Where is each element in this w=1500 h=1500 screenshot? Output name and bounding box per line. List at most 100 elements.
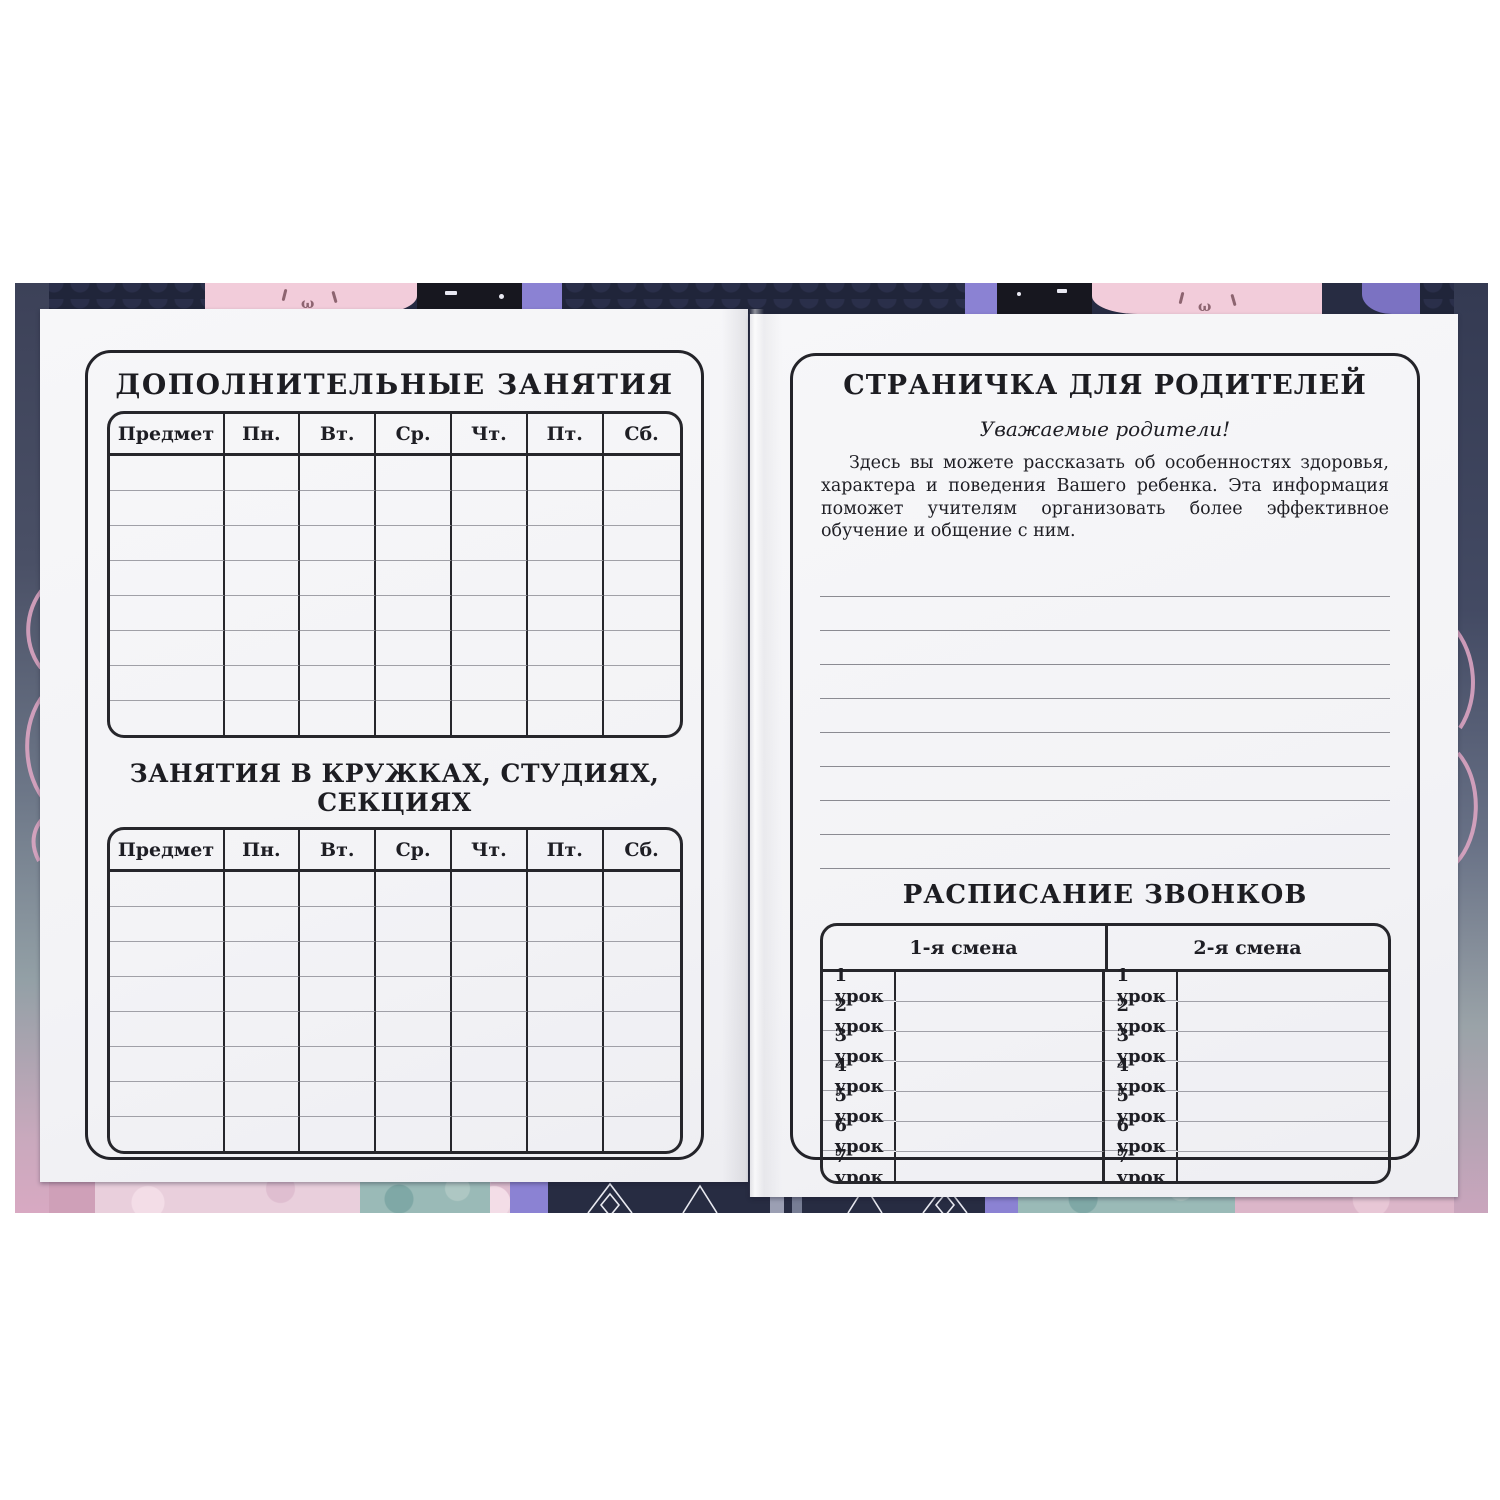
cover-right-edge	[1454, 283, 1488, 1213]
empty-time-cell	[895, 1062, 1105, 1092]
empty-schedule-cell	[527, 1082, 604, 1117]
empty-schedule-cell	[528, 701, 604, 735]
empty-schedule-cell	[452, 596, 528, 631]
empty-time-cell	[1177, 1032, 1388, 1062]
lesson-label: 7 урок	[1105, 1146, 1178, 1181]
empty-schedule-cell	[224, 977, 301, 1012]
empty-schedule-cell	[528, 1117, 604, 1151]
shift1-header: 1-я смена	[822, 926, 1105, 972]
ruled-line	[820, 597, 1390, 631]
empty-schedule-cell	[603, 872, 680, 907]
empty-schedule-cell	[109, 526, 225, 561]
empty-time-cell	[1177, 1092, 1388, 1122]
cover-purple-band	[510, 1178, 548, 1213]
star-speck	[499, 294, 504, 299]
empty-schedule-cell	[300, 631, 377, 666]
ruled-line	[820, 699, 1390, 733]
empty-schedule-cell	[376, 1117, 452, 1151]
empty-schedule-cell	[109, 872, 225, 907]
ruled-line	[820, 733, 1390, 767]
empty-time-cell	[895, 1122, 1105, 1152]
day-header-cell: Пн.	[224, 830, 301, 872]
day-header-cell: Сб.	[603, 414, 680, 456]
day-header-cell: Вт.	[300, 414, 377, 456]
empty-schedule-cell	[452, 491, 528, 526]
empty-schedule-cell	[300, 977, 377, 1012]
empty-schedule-cell	[109, 1012, 225, 1047]
empty-schedule-cell	[224, 1047, 301, 1082]
empty-schedule-cell	[604, 701, 680, 735]
parents-salutation: Уважаемые родители!	[979, 417, 1231, 441]
cat-eye-icon	[1178, 291, 1185, 305]
empty-schedule-cell	[603, 631, 680, 666]
empty-schedule-cell	[376, 1082, 452, 1117]
empty-schedule-cell	[527, 872, 604, 907]
empty-schedule-cell	[376, 666, 452, 701]
empty-schedule-cell	[603, 596, 680, 631]
lesson-label: 7 урок	[823, 1146, 896, 1181]
empty-schedule-cell	[452, 1012, 528, 1047]
empty-schedule-cell	[224, 526, 301, 561]
cat-mouth-icon: ω	[1198, 299, 1212, 314]
empty-schedule-cell	[603, 526, 680, 561]
empty-time-cell	[895, 1002, 1105, 1032]
empty-schedule-cell	[527, 1047, 604, 1082]
cat-eye-icon	[331, 290, 338, 304]
empty-schedule-cell	[300, 456, 377, 491]
empty-schedule-cell	[109, 907, 225, 942]
cover-teal-art	[360, 1178, 490, 1213]
empty-schedule-cell	[603, 1047, 680, 1082]
cat-eye-icon	[281, 288, 288, 302]
day-header-cell: Чт.	[452, 414, 528, 456]
cover-purple-shape	[1362, 283, 1420, 314]
empty-schedule-cell	[452, 526, 528, 561]
day-header-cell: Пт.	[527, 414, 604, 456]
star-speck	[445, 291, 457, 295]
empty-schedule-cell	[452, 456, 528, 491]
empty-schedule-cell	[376, 907, 452, 942]
cover-dark-panel	[417, 283, 522, 314]
empty-schedule-cell	[109, 977, 225, 1012]
empty-schedule-cell	[300, 1012, 377, 1047]
empty-schedule-cell	[527, 596, 604, 631]
additional-classes-table: Предмет Пн. Вт. Ср. Чт. Пт. Сб.	[106, 411, 683, 738]
empty-schedule-cell	[527, 907, 604, 942]
parents-paragraph: Здесь вы можете рассказать об особенност…	[821, 453, 1389, 542]
bell-schedule-table: 1-я смена 2-я смена 1 урок 1 урок 2 урок 2 ур…	[819, 923, 1391, 1184]
shift2-header: 2-я смена	[1104, 926, 1388, 972]
empty-schedule-cell	[109, 631, 225, 666]
empty-schedule-cell	[376, 456, 452, 491]
empty-schedule-cell	[109, 1047, 225, 1082]
ruled-line	[820, 835, 1390, 869]
empty-time-cell	[1177, 1002, 1388, 1032]
cat-head-pink-right: ω	[1092, 283, 1322, 314]
empty-schedule-cell	[224, 491, 301, 526]
parents-page-title: СТРАНИЧКА ДЛЯ РОДИТЕЛЕЙ	[843, 370, 1367, 401]
empty-schedule-cell	[300, 1047, 377, 1082]
cover-pastel-art	[490, 1178, 510, 1213]
empty-schedule-cell	[527, 456, 604, 491]
empty-schedule-cell	[376, 942, 452, 977]
empty-schedule-cell	[224, 631, 301, 666]
ruled-line	[820, 631, 1390, 665]
page-right-frame: СТРАНИЧКА ДЛЯ РОДИТЕЛЕЙ Уважаемые родите…	[790, 353, 1420, 1184]
empty-time-cell	[895, 1032, 1105, 1062]
empty-time-cell	[895, 1092, 1105, 1122]
cover-dark-panel	[997, 283, 1092, 314]
cat-eye-icon	[1230, 293, 1237, 307]
empty-schedule-cell	[224, 596, 301, 631]
empty-schedule-cell	[603, 1012, 680, 1047]
cat-head-pink-left: ω	[205, 283, 417, 314]
cover-navy	[1322, 283, 1420, 314]
empty-schedule-cell	[527, 977, 604, 1012]
empty-schedule-cell	[224, 942, 301, 977]
empty-schedule-cell	[452, 1082, 528, 1117]
empty-schedule-cell	[224, 872, 301, 907]
ruled-line	[820, 563, 1390, 597]
cover-top-strip: ω ω	[15, 283, 1488, 314]
clubs-table: Предмет Пн. Вт. Ср. Чт. Пт. Сб.	[106, 827, 683, 1154]
empty-schedule-cell	[376, 701, 452, 735]
day-header-cell: Пт.	[527, 830, 604, 872]
writing-lines	[820, 563, 1390, 869]
empty-schedule-cell	[452, 701, 528, 735]
